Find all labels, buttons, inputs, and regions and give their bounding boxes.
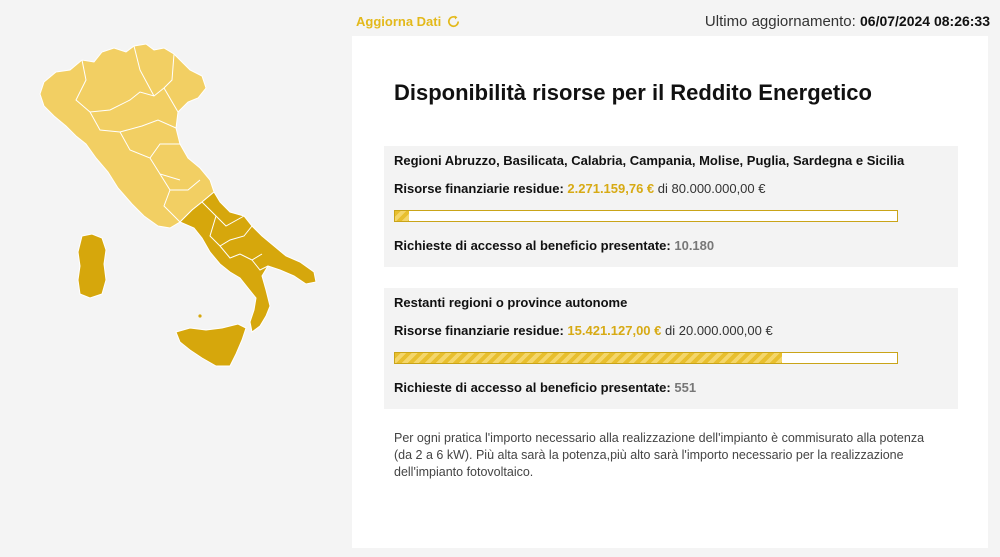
progress-fill — [395, 353, 783, 363]
map-borders-south — [201, 201, 269, 271]
map-region-sardinia[interactable] — [77, 233, 107, 299]
region-name: Regioni Abruzzo, Basilicata, Calabria, C… — [394, 153, 905, 168]
map-borders-north — [75, 45, 201, 223]
power-note: Per ogni pratica l'importo necessario al… — [394, 431, 925, 479]
resources-line: Risorse finanziarie residue: 2.271.159,7… — [394, 181, 766, 196]
requests-line: Richieste di accesso al beneficio presen… — [394, 380, 696, 395]
refresh-label: Aggiorna Dati — [356, 14, 442, 29]
italy-map — [30, 40, 330, 380]
last-update-value: 06/07/2024 08:26:33 — [860, 13, 990, 29]
requests-count: 551 — [674, 380, 697, 395]
requests-label: Richieste di accesso al beneficio presen… — [394, 380, 671, 395]
last-update: Ultimo aggiornamento: 06/07/2024 08:26:3… — [705, 13, 990, 30]
map-island-elba — [142, 186, 146, 190]
region-box-south: Regioni Abruzzo, Basilicata, Calabria, C… — [384, 146, 958, 267]
card-title: Disponibilità risorse per il Reddito Ene… — [394, 80, 872, 105]
resources-line: Risorse finanziarie residue: 15.421.127,… — [394, 323, 773, 338]
italy-map-icon — [39, 43, 317, 367]
last-update-label: Ultimo aggiornamento: — [704, 13, 856, 30]
resources-total: di 80.000.000,00 € — [657, 181, 766, 196]
refresh-button[interactable]: Aggiorna Dati — [356, 14, 461, 29]
region-name: Restanti regioni o province autonome — [394, 295, 628, 310]
topbar: Aggiorna Dati Ultimo aggiornamento: 06/0… — [356, 8, 990, 34]
requests-count: 10.180 — [674, 238, 715, 253]
map-region-south[interactable] — [179, 191, 317, 333]
map-region-sicily[interactable] — [175, 323, 247, 367]
resources-label: Risorse finanziarie residue: — [394, 323, 564, 338]
region-box-other: Restanti regioni o province autonome Ris… — [384, 288, 958, 409]
refresh-icon — [448, 15, 460, 28]
resources-remaining: 2.271.159,76 € — [567, 181, 655, 196]
requests-line: Richieste di accesso al beneficio presen… — [394, 238, 714, 253]
resources-label: Risorse finanziarie residue: — [394, 181, 564, 196]
progress-fill — [395, 211, 410, 221]
resources-progress-bar — [394, 352, 898, 364]
resources-remaining: 15.421.127,00 € — [567, 323, 662, 338]
resources-card: Disponibilità risorse per il Reddito Ene… — [352, 36, 988, 548]
resources-total: di 20.000.000,00 € — [665, 323, 773, 338]
requests-label: Richieste di accesso al beneficio presen… — [394, 238, 671, 253]
map-island-eolie — [198, 314, 202, 318]
map-region-north-center[interactable] — [39, 43, 215, 229]
resources-progress-bar — [394, 210, 898, 222]
